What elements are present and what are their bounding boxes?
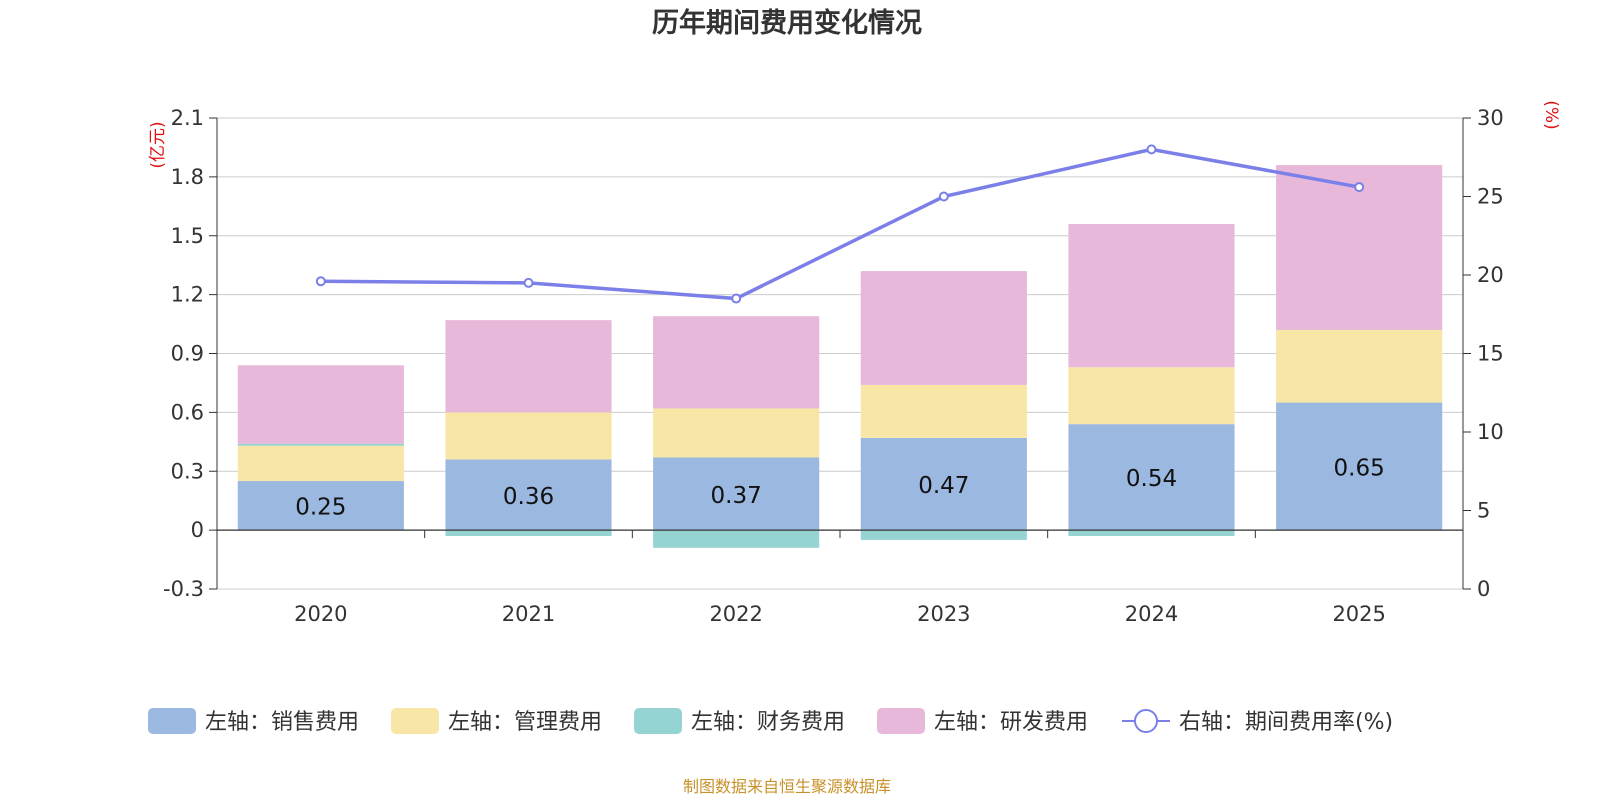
legend-label: 左轴：管理费用 bbox=[448, 710, 602, 735]
line-point bbox=[315, 276, 326, 287]
bar-segment-series-2 bbox=[1068, 530, 1235, 537]
source-note: 制图数据来自恒生聚源数据库 bbox=[683, 777, 891, 796]
x-axis-tick-label: 2023 bbox=[917, 602, 970, 626]
legend-swatch bbox=[148, 708, 196, 734]
bar-segment-series-0 bbox=[653, 457, 820, 531]
axes: -0.300.30.60.91.21.51.82.105101520253020… bbox=[163, 106, 1504, 626]
left-axis-tick-label: 1.5 bbox=[171, 224, 204, 248]
bar-segment-series-0 bbox=[1068, 424, 1235, 531]
right-axis-tick-label: 30 bbox=[1477, 106, 1504, 130]
legend-swatch bbox=[391, 708, 439, 734]
x-axis-tick-label: 2024 bbox=[1125, 602, 1178, 626]
bar-segment-series-0 bbox=[445, 459, 612, 531]
expense-ratio-line bbox=[320, 147, 1360, 301]
bar-segment-series-1 bbox=[860, 384, 1027, 438]
legend-marker-icon bbox=[1134, 709, 1158, 733]
x-axis-tick-label: 2022 bbox=[709, 602, 762, 626]
data-labels: 0.25 0.36 0.37 0.47 0.54 0.65 bbox=[295, 455, 1385, 520]
left-axis-tick-label: 0.9 bbox=[171, 342, 204, 366]
bar-segment-series-0 bbox=[860, 437, 1027, 531]
right-axis-tick-label: 5 bbox=[1477, 499, 1490, 523]
legend-swatch bbox=[634, 708, 682, 734]
legend-label: 左轴：研发费用 bbox=[934, 710, 1088, 735]
bar-segment-series-1 bbox=[1276, 329, 1443, 403]
right-axis-tick-label: 0 bbox=[1477, 577, 1490, 601]
bar-segment-series-1 bbox=[445, 412, 612, 460]
data-label: 0.36 bbox=[503, 484, 554, 510]
line-series bbox=[315, 144, 1365, 304]
bar-segment-series-2 bbox=[237, 443, 404, 446]
bar-segment-series-1 bbox=[237, 445, 404, 482]
bar-segment-series-1 bbox=[1068, 367, 1235, 425]
right-axis-unit: (%) bbox=[1541, 100, 1561, 129]
data-label: 0.54 bbox=[1126, 466, 1177, 492]
left-axis-tick-label: 0.6 bbox=[171, 400, 204, 424]
line-point bbox=[1146, 144, 1157, 155]
bar-segment-series-0 bbox=[237, 481, 404, 531]
right-axis-tick-label: 20 bbox=[1477, 263, 1504, 287]
left-axis-tick-label: 1.8 bbox=[171, 165, 204, 189]
legend-label: 左轴：销售费用 bbox=[205, 710, 359, 735]
left-axis-tick-label: -0.3 bbox=[163, 577, 204, 601]
data-label: 0.25 bbox=[295, 495, 346, 521]
legend-swatch bbox=[877, 708, 925, 734]
bar-segment-series-3 bbox=[1276, 165, 1443, 330]
left-axis-tick-label: 0 bbox=[191, 518, 204, 542]
bar-segment-series-3 bbox=[445, 320, 612, 413]
data-label: 0.65 bbox=[1334, 455, 1385, 481]
data-label: 0.37 bbox=[711, 483, 762, 509]
line-point bbox=[938, 191, 949, 202]
left-axis-tick-label: 0.3 bbox=[171, 459, 204, 483]
x-axis-tick-label: 2021 bbox=[502, 602, 555, 626]
bar-segment-series-3 bbox=[653, 316, 820, 409]
bar-segment-series-2 bbox=[445, 530, 612, 537]
bar-segment-series-2 bbox=[860, 530, 1027, 540]
right-axis-tick-label: 25 bbox=[1477, 185, 1504, 209]
bar-segment-series-3 bbox=[1068, 223, 1235, 368]
bar-segment-series-3 bbox=[237, 365, 404, 444]
bar-series bbox=[237, 165, 1443, 548]
x-axis-tick-label: 2020 bbox=[294, 602, 347, 626]
line-point bbox=[523, 277, 534, 288]
line-point bbox=[1354, 182, 1365, 193]
bar-segment-series-1 bbox=[653, 408, 820, 458]
legend: 左轴：销售费用 左轴：管理费用 左轴：财务费用 左轴：研发费用 右轴：期间费用率(%) bbox=[148, 708, 1393, 735]
right-axis-tick-label: 10 bbox=[1477, 420, 1504, 444]
x-axis-tick-label: 2025 bbox=[1332, 602, 1385, 626]
legend-label: 左轴：财务费用 bbox=[691, 710, 845, 735]
left-axis-tick-label: 2.1 bbox=[171, 106, 204, 130]
legend-label: 右轴：期间费用率(%) bbox=[1179, 710, 1393, 735]
right-axis-tick-label: 15 bbox=[1477, 342, 1504, 366]
bar-segment-series-3 bbox=[860, 271, 1027, 385]
bar-segment-series-0 bbox=[1276, 402, 1443, 531]
left-axis-unit: (亿元) bbox=[148, 121, 168, 168]
bar-segment-series-2 bbox=[653, 530, 820, 548]
chart-title: 历年期间费用变化情况 bbox=[652, 7, 922, 39]
line-point bbox=[731, 293, 742, 304]
data-label: 0.47 bbox=[918, 473, 969, 499]
left-axis-tick-label: 1.2 bbox=[171, 283, 204, 307]
